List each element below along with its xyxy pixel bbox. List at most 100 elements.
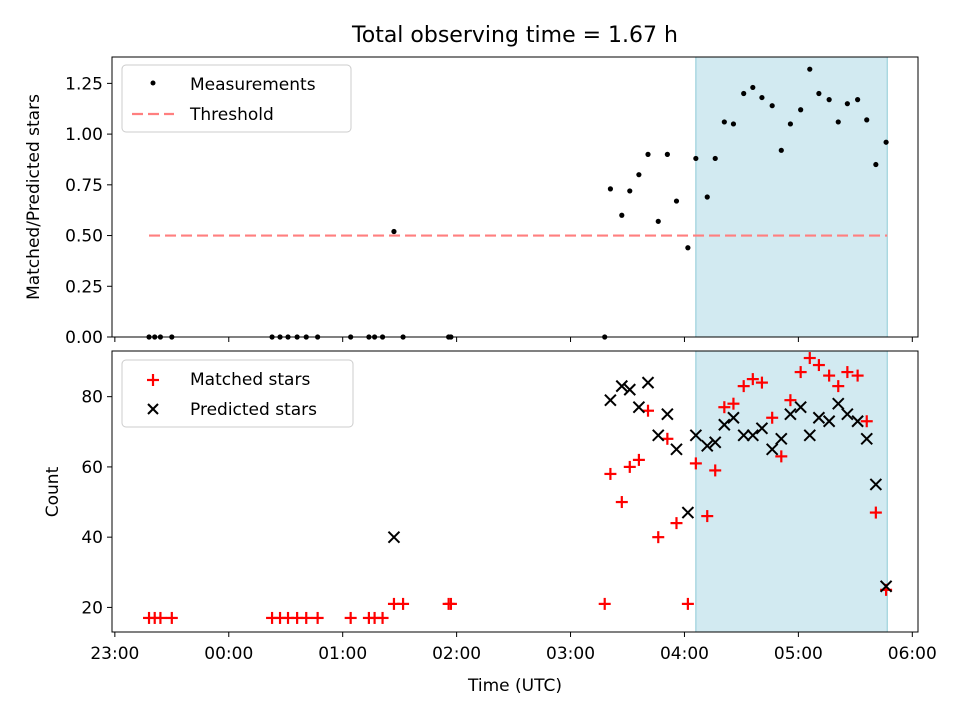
predicted-star-point xyxy=(755,422,769,435)
bottom-observing-window xyxy=(695,350,888,633)
matched-star-point xyxy=(746,373,759,386)
measurement-point xyxy=(730,121,737,127)
predicted-star-point xyxy=(623,383,636,396)
measurement-point xyxy=(759,94,765,101)
measurement-point xyxy=(391,228,397,235)
predicted-star-point xyxy=(851,415,864,428)
measurement-point xyxy=(664,151,670,157)
predicted-star-point xyxy=(615,379,629,393)
matched-star-point xyxy=(652,531,665,544)
predicted-star-point xyxy=(860,432,873,446)
predicted-star-point xyxy=(812,411,826,424)
measurement-point xyxy=(673,198,680,204)
predicted-star-point xyxy=(784,408,797,421)
measurement-point xyxy=(816,90,822,97)
matched-star-point xyxy=(869,506,882,519)
legend-matched-marker xyxy=(147,374,159,386)
matched-star-point xyxy=(860,415,873,428)
measurement-point xyxy=(655,218,661,224)
legend-matched-label: Matched stars xyxy=(190,370,310,390)
top-y-tick-label: 0.25 xyxy=(65,277,103,297)
matched-star-point xyxy=(311,611,324,624)
top-y-ticks: 0.00 0.25 0.50 0.75 1.00 1.25 xyxy=(65,74,112,348)
predicted-star-point xyxy=(737,429,750,442)
bottom-y-tick-label: 80 xyxy=(81,388,103,408)
measurement-point xyxy=(787,121,794,127)
predicted-star-point xyxy=(701,439,714,453)
top-observing-window xyxy=(695,56,888,338)
matched-star-point xyxy=(755,376,768,389)
top-y-axis-label: Matched/Predicted stars xyxy=(24,94,44,300)
x-tick-label: 02:00 xyxy=(432,644,481,664)
measurement-point xyxy=(883,139,889,145)
legend-measurements-label: Measurements xyxy=(190,75,316,95)
measurement-point xyxy=(873,161,879,168)
top-panel: 0.00 0.25 0.50 0.75 1.00 1.25 Total observing… xyxy=(24,23,919,348)
matched-star-point xyxy=(766,411,779,424)
matched-star-point xyxy=(727,397,740,410)
matched-stars-points xyxy=(143,352,893,624)
matched-star-point xyxy=(632,453,645,466)
top-y-tick-label: 0.75 xyxy=(65,176,103,196)
measurement-point xyxy=(627,188,633,194)
top-y-tick-label: 1.25 xyxy=(65,74,103,94)
matched-star-point xyxy=(775,450,788,463)
legend-measurements-marker xyxy=(150,80,156,86)
bottom-y-axis-label: Count xyxy=(43,466,63,517)
top-y-tick-label: 1.00 xyxy=(65,125,103,145)
top-y-tick-label: 0.00 xyxy=(65,328,103,348)
matched-star-point xyxy=(851,369,864,382)
measurement-point xyxy=(741,90,747,97)
measurement-point xyxy=(769,103,775,109)
matched-star-point xyxy=(737,380,750,393)
predicted-star-point xyxy=(641,376,655,389)
legend-predicted-label: Predicted stars xyxy=(190,400,317,420)
predicted-star-point xyxy=(803,429,816,442)
measurement-point xyxy=(798,107,804,113)
matched-star-point xyxy=(604,467,617,480)
x-tick-label: 00:00 xyxy=(204,644,253,664)
measurement-point xyxy=(807,66,813,72)
matched-star-point xyxy=(623,460,636,473)
measurement-point xyxy=(619,212,625,218)
matched-star-point xyxy=(701,510,714,523)
matched-star-point xyxy=(709,464,722,477)
matched-star-point xyxy=(661,432,674,445)
bottom-axes-frame xyxy=(111,350,919,633)
predicted-star-point xyxy=(718,418,731,431)
measurement-point xyxy=(864,117,870,123)
predicted-star-point xyxy=(661,408,674,421)
matched-star-point xyxy=(832,380,845,393)
x-tick-label: 23:00 xyxy=(90,644,139,664)
matched-star-point xyxy=(689,457,702,470)
legend-threshold-label: Threshold xyxy=(189,105,274,125)
measurement-point xyxy=(750,84,756,91)
predicted-star-point xyxy=(709,436,722,449)
predicted-star-point xyxy=(604,393,617,407)
measurement-point xyxy=(704,194,710,200)
matched-star-point xyxy=(803,352,816,365)
matched-star-point xyxy=(154,611,167,624)
predicted-star-point xyxy=(689,429,703,442)
matched-star-point xyxy=(300,611,313,624)
matched-star-point xyxy=(598,597,611,610)
measurement-point xyxy=(607,186,614,192)
matched-star-point xyxy=(642,404,655,417)
bottom-y-tick-label: 60 xyxy=(81,458,103,478)
predicted-star-point xyxy=(775,432,788,446)
predicted-star-point xyxy=(727,411,740,424)
x-tick-label: 05:00 xyxy=(774,644,823,664)
measurement-point xyxy=(685,245,691,251)
predicted-star-point xyxy=(681,506,695,519)
predicted-star-point xyxy=(841,408,854,421)
matched-star-point xyxy=(444,597,457,610)
measurement-point xyxy=(636,172,642,178)
matched-star-point xyxy=(794,366,807,379)
measurement-point xyxy=(645,151,651,157)
measurement-point xyxy=(778,147,784,153)
bottom-legend-box xyxy=(121,359,354,428)
measurement-point xyxy=(712,155,718,162)
matched-star-point xyxy=(681,597,694,610)
matched-star-point xyxy=(823,369,836,382)
